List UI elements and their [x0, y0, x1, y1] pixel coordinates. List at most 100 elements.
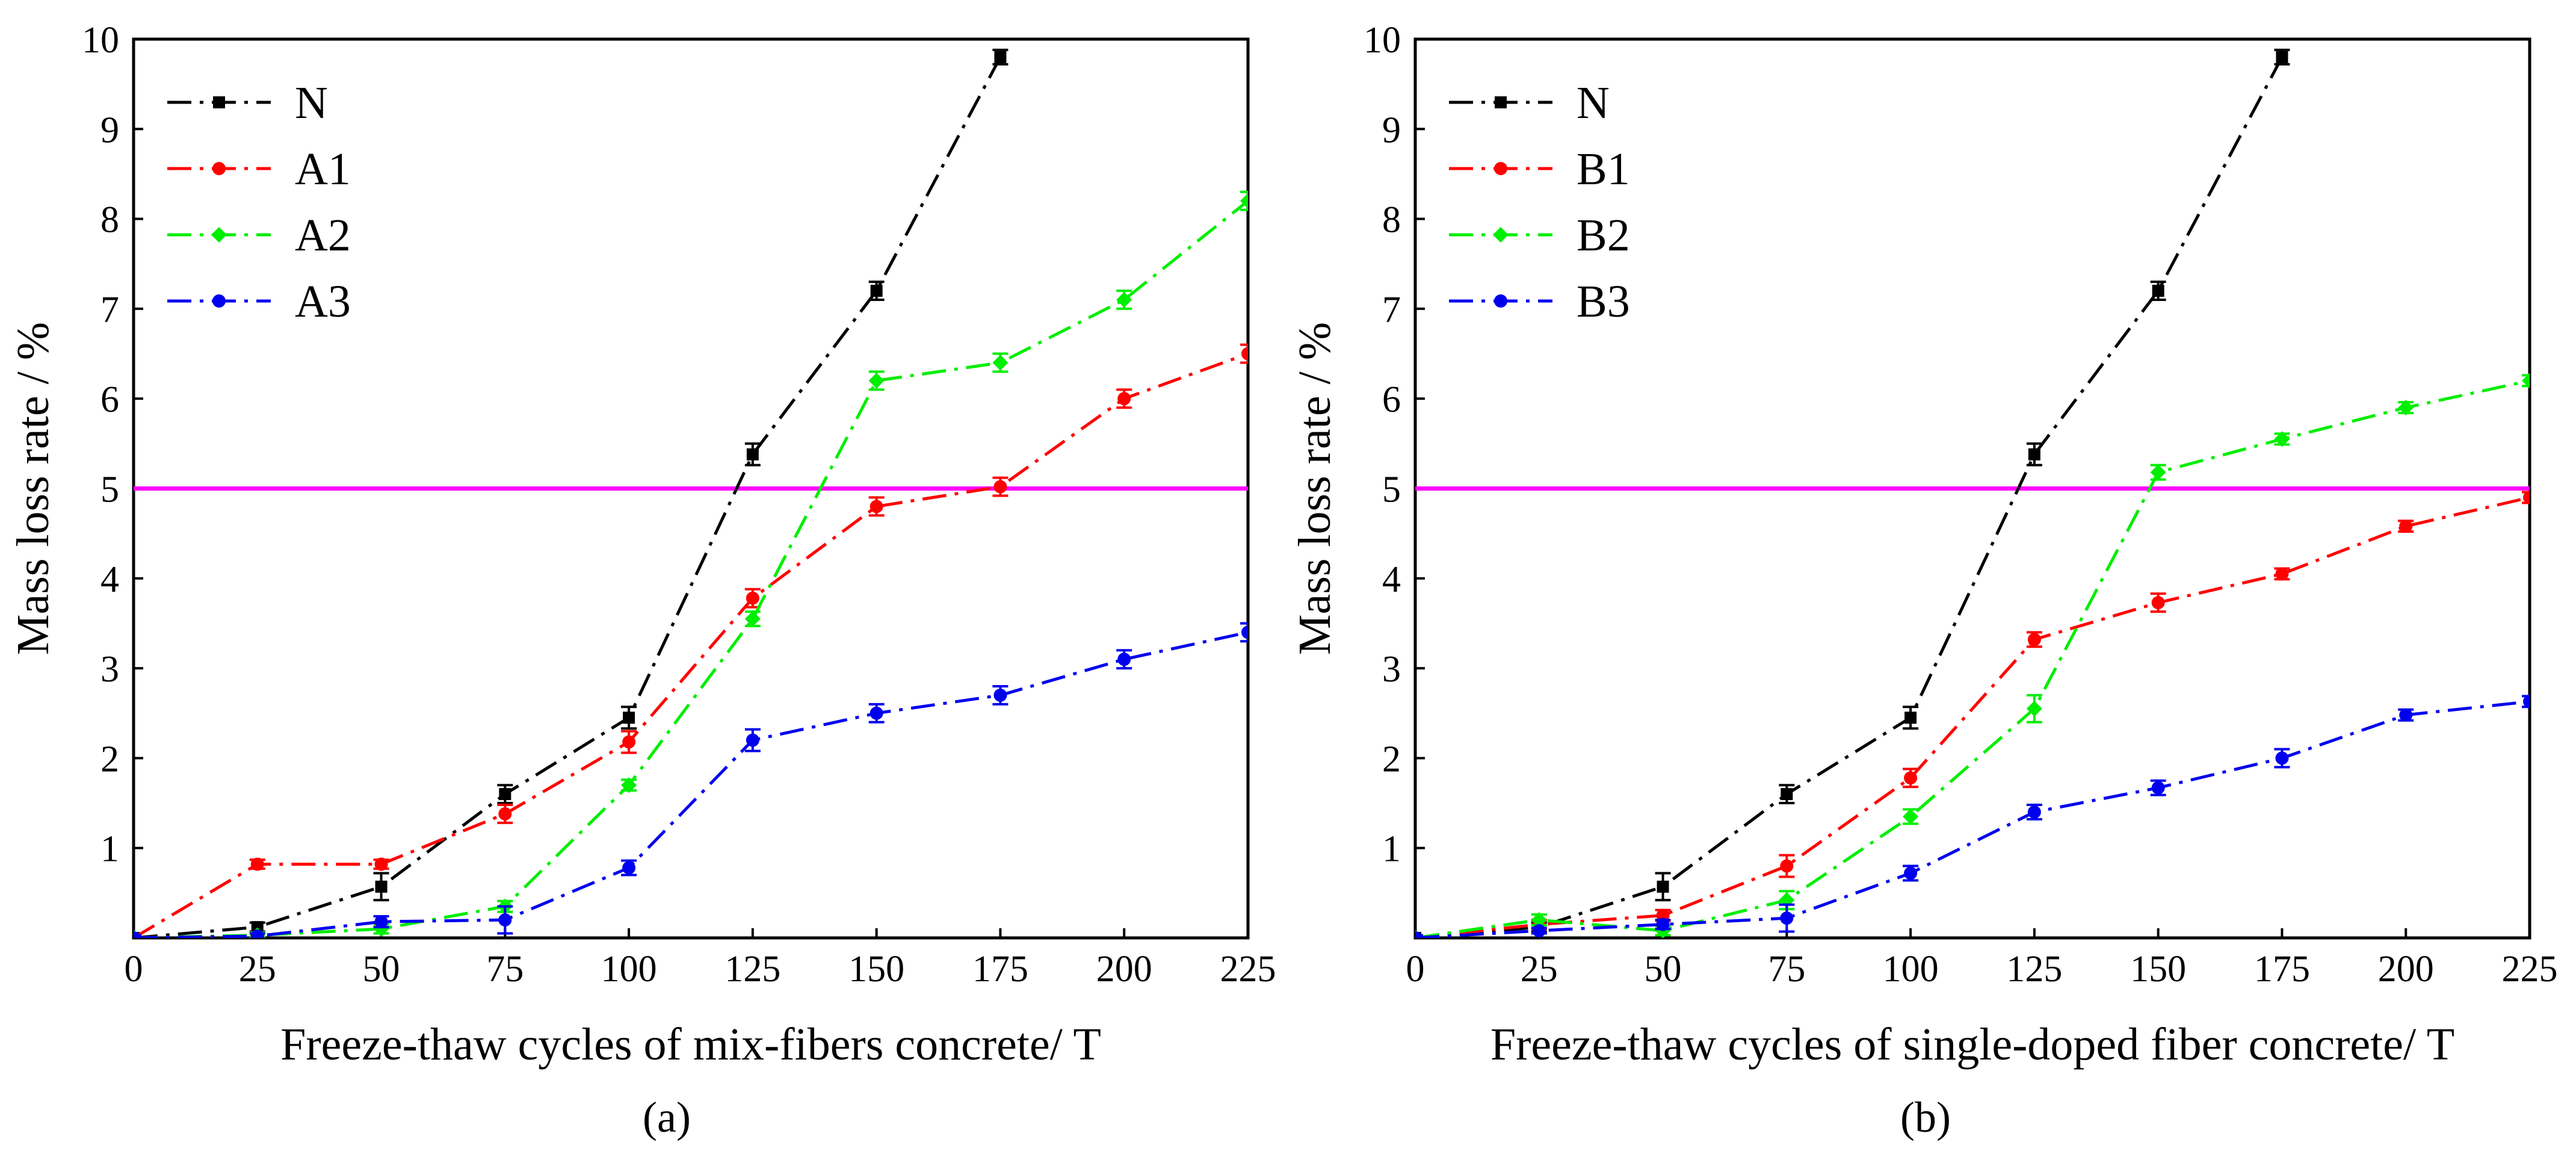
- data-point: [1904, 771, 1918, 785]
- y-axis-title: Mass loss rate / %: [1290, 322, 1340, 655]
- data-point: [1116, 291, 1132, 308]
- y-tick-label: 5: [100, 470, 119, 510]
- legend-label: B2: [1577, 210, 1630, 261]
- data-point: [993, 688, 1007, 702]
- x-tick-label: 25: [1521, 949, 1558, 990]
- series-b3: [1415, 695, 2530, 938]
- data-point: [2027, 633, 2041, 647]
- data-point: [250, 929, 264, 938]
- panel-b: 0 25 50 75 100 125 150 175 200 225 1 2 3 4 5 6 7 8 9 10 Free…: [1290, 20, 2558, 1141]
- series-line: [134, 630, 1248, 938]
- x-tick-label: 150: [848, 949, 904, 990]
- x-tick-label: 75: [486, 949, 524, 990]
- data-point: [1531, 912, 1547, 928]
- series-line: [134, 199, 1248, 938]
- x-tick-label: 0: [125, 949, 143, 990]
- data-point: [2399, 708, 2413, 722]
- data-point: [1781, 788, 1793, 801]
- series-line: [1415, 56, 2284, 938]
- y-tick-label: 7: [100, 290, 119, 330]
- data-point: [868, 373, 885, 389]
- legend-marker: [1494, 162, 1507, 175]
- series-b1: [1415, 491, 2530, 938]
- series-line: [134, 352, 1248, 938]
- data-point: [2151, 596, 2165, 610]
- data-point: [1904, 712, 1917, 724]
- data-point: [1240, 193, 1248, 209]
- legend-label: N: [295, 78, 328, 128]
- y-tick-label: 8: [1382, 200, 1401, 241]
- series-line: [134, 56, 1002, 938]
- data-point: [498, 807, 512, 821]
- data-point: [622, 735, 636, 749]
- y-tick-label: 9: [100, 110, 119, 150]
- data-point: [2028, 448, 2040, 461]
- data-point: [2523, 491, 2530, 504]
- plot-area: [134, 48, 1248, 938]
- y-tick-label: 10: [82, 20, 119, 61]
- y-tick-label: 10: [1364, 20, 1401, 61]
- data-point: [744, 610, 761, 627]
- series-n: [1415, 48, 2290, 938]
- data-point: [2276, 51, 2288, 63]
- series-a1: [134, 343, 1248, 938]
- x-tick-label: 125: [724, 949, 780, 990]
- x-tick-label: 0: [1406, 949, 1425, 990]
- y-tick-label: 7: [1382, 290, 1401, 330]
- y-tick-label: 3: [1382, 649, 1401, 690]
- series-line: [1415, 700, 2530, 938]
- y-tick-label: 4: [1382, 559, 1401, 600]
- data-point: [622, 861, 636, 875]
- x-tick-label: 75: [1768, 949, 1805, 990]
- data-point: [1657, 880, 1669, 893]
- panel-caption: (a): [643, 1093, 691, 1141]
- data-point: [2399, 520, 2413, 533]
- data-point: [375, 880, 388, 893]
- panel-caption: (b): [1900, 1093, 1951, 1141]
- data-point: [2026, 701, 2042, 717]
- x-tick-label: 125: [2006, 949, 2062, 990]
- data-point: [134, 931, 140, 938]
- panel-a: 0 25 50 75 100 125 150 175 200 225 1 2 3 4 5 6 7 8 9 10 Free…: [8, 20, 1276, 1141]
- x-tick-label: 200: [1096, 949, 1152, 990]
- legend-marker: [1494, 294, 1507, 308]
- data-point: [2027, 805, 2041, 819]
- data-point: [1904, 866, 1918, 880]
- data-point: [499, 788, 511, 801]
- legend-entry-n: N: [1449, 78, 1610, 128]
- legend-marker: [1495, 96, 1507, 108]
- data-point: [1532, 924, 1546, 938]
- x-tick-label: 175: [972, 949, 1028, 990]
- data-point: [621, 777, 637, 793]
- data-point: [870, 285, 883, 297]
- y-tick-label: 8: [100, 200, 119, 241]
- data-point: [2523, 695, 2530, 709]
- data-point: [869, 706, 883, 720]
- x-tick-label: 150: [2130, 949, 2186, 990]
- legend-marker: [1493, 227, 1509, 243]
- data-point: [1780, 859, 1794, 873]
- y-tick-label: 3: [100, 649, 119, 690]
- data-point: [994, 51, 1007, 63]
- legend-label: A3: [295, 276, 351, 327]
- y-tick-label: 9: [1382, 110, 1401, 150]
- x-tick-label: 175: [2254, 949, 2310, 990]
- series-a3: [134, 622, 1248, 938]
- data-point: [1241, 347, 1248, 361]
- data-point: [1241, 625, 1248, 639]
- data-point: [251, 921, 264, 934]
- y-tick-label: 1: [100, 829, 119, 870]
- x-tick-label: 225: [1220, 949, 1276, 990]
- data-point: [374, 915, 388, 929]
- plot-area: [1415, 48, 2530, 938]
- x-tick-label: 100: [601, 949, 657, 990]
- legend-entry-b1: B1: [1449, 144, 1630, 194]
- data-point: [1117, 653, 1131, 666]
- series-line: [1415, 379, 2530, 938]
- data-point: [1656, 917, 1670, 931]
- data-point: [992, 355, 1008, 371]
- data-point: [1903, 808, 1919, 825]
- data-point: [2274, 431, 2290, 447]
- data-point: [1780, 911, 1794, 925]
- data-point: [2398, 400, 2414, 416]
